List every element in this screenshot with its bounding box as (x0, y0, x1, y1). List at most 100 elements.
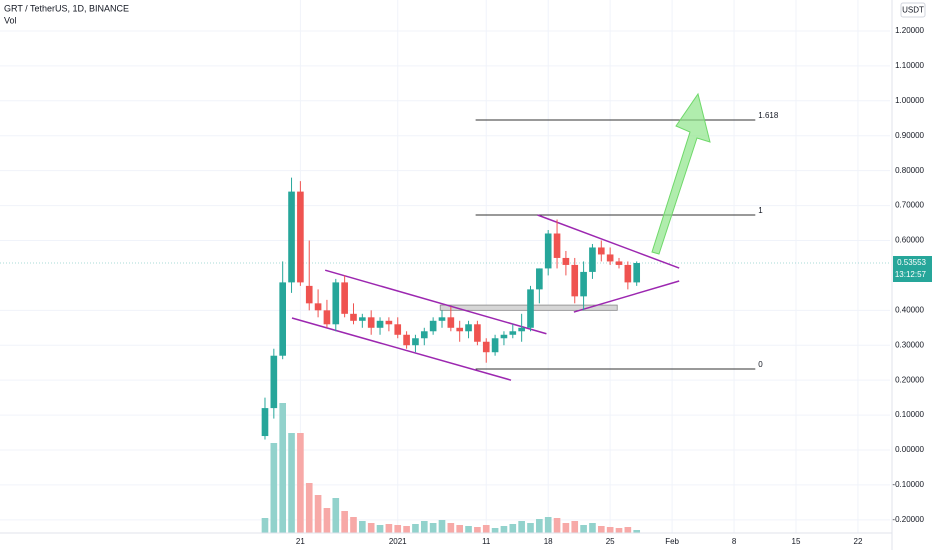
volume-bar (403, 526, 410, 533)
x-tick-label: 15 (792, 537, 801, 546)
volume-bar (359, 521, 366, 533)
y-tick-label: 1.10000 (895, 61, 924, 70)
candle-body (385, 320, 393, 325)
candle-body (323, 310, 331, 325)
volume-bar (456, 525, 464, 533)
volume-bar (261, 518, 269, 533)
volume-bar (412, 524, 419, 533)
candle-body (606, 254, 614, 262)
x-tick-label: 25 (606, 537, 615, 546)
candle-body (429, 320, 437, 332)
y-tick-label: 0.10000 (895, 410, 924, 419)
volume-bar (438, 520, 446, 533)
last-price-label: 0.53553 (897, 258, 926, 267)
candle-body (261, 408, 269, 437)
volume-bar (633, 530, 641, 533)
volume-bar (544, 517, 552, 533)
volume-legend: Vol (4, 15, 17, 25)
volume-bar (341, 511, 348, 533)
candle-body (544, 233, 552, 269)
y-tick-label: 0.40000 (895, 305, 924, 314)
volume-bar (571, 521, 579, 533)
candle-body (633, 262, 641, 283)
candle-body (367, 317, 375, 328)
candle-body (580, 271, 587, 297)
y-tick-label: 0.60000 (895, 236, 924, 245)
fib-label: 1 (758, 206, 763, 215)
countdown: 13:12:57 (895, 270, 927, 279)
volume (261, 403, 641, 533)
candle-body (536, 268, 543, 290)
candle-body (341, 282, 348, 314)
volume-bar (376, 525, 384, 533)
x-tick-label: 2021 (389, 537, 407, 546)
candle-body (615, 261, 623, 265)
x-tick-label: 11 (482, 537, 491, 546)
candle-body (500, 334, 508, 339)
volume-bar (597, 526, 605, 533)
candle-body (412, 338, 419, 346)
volume-bar (518, 521, 525, 533)
volume-bar (509, 524, 517, 533)
x-tick-label: 22 (854, 537, 863, 546)
currency[interactable]: USDT (902, 6, 924, 15)
volume-bar (420, 521, 428, 533)
x-tick-label: 18 (544, 537, 553, 546)
candle-body (305, 285, 313, 304)
volume-bar (500, 526, 508, 533)
volume-bar (536, 519, 543, 533)
volume-bar (615, 528, 623, 533)
y-tick-label: 1.00000 (895, 96, 924, 105)
candle-body (474, 324, 481, 342)
volume-bar (527, 523, 534, 533)
volume-bar (580, 525, 587, 533)
trendline (291, 317, 512, 381)
volume-bar (297, 433, 304, 533)
volume-bar (350, 517, 357, 533)
volume-bar (553, 518, 561, 533)
candle-body (359, 317, 366, 321)
volume-bar (270, 443, 278, 533)
volume-bar (323, 508, 331, 533)
candle-body (456, 327, 464, 332)
candle-body (376, 320, 384, 328)
last-price-box (893, 255, 932, 282)
candle-body (597, 247, 605, 255)
candle-body (491, 338, 499, 353)
volume-bar (385, 524, 393, 533)
volume-bar (465, 526, 472, 533)
volume-bar (288, 433, 295, 533)
y-tick-label: 0.90000 (895, 131, 924, 140)
volume-bar (624, 527, 632, 533)
y-tick-label: -0.20000 (892, 515, 924, 524)
candles (261, 177, 641, 440)
candle-body (624, 264, 632, 283)
candle-body (518, 327, 525, 332)
candle-body (420, 331, 428, 339)
fib-label: 0 (758, 360, 763, 369)
y-tick-label: 0.00000 (895, 445, 924, 454)
candle-body (297, 191, 304, 283)
volume-bar (279, 403, 287, 533)
candle-body (562, 257, 570, 265)
candle-body (394, 324, 402, 335)
symbol-title: GRT / TetherUS, 1D, BINANCE (4, 3, 129, 13)
candle-body (527, 289, 534, 328)
y-tick-label: 0.30000 (895, 340, 924, 349)
candle-body (509, 331, 517, 335)
trendline (324, 269, 547, 335)
candle-body (571, 264, 579, 297)
volume-bar (491, 528, 499, 533)
x-tick-label: Feb (665, 537, 679, 546)
volume-bar (606, 527, 614, 533)
volume-bar (332, 498, 340, 533)
y-tick-label: -0.10000 (892, 480, 924, 489)
axes: 1.20000 1.10000 1.00000 0.90000 0.80000 0.700… (296, 26, 932, 546)
candle-body (350, 313, 357, 321)
volume-bar (474, 527, 481, 533)
candle-body (589, 247, 596, 272)
x-tick-label: 21 (296, 537, 305, 546)
currency-button[interactable] (900, 2, 926, 18)
candle-body (288, 191, 295, 283)
